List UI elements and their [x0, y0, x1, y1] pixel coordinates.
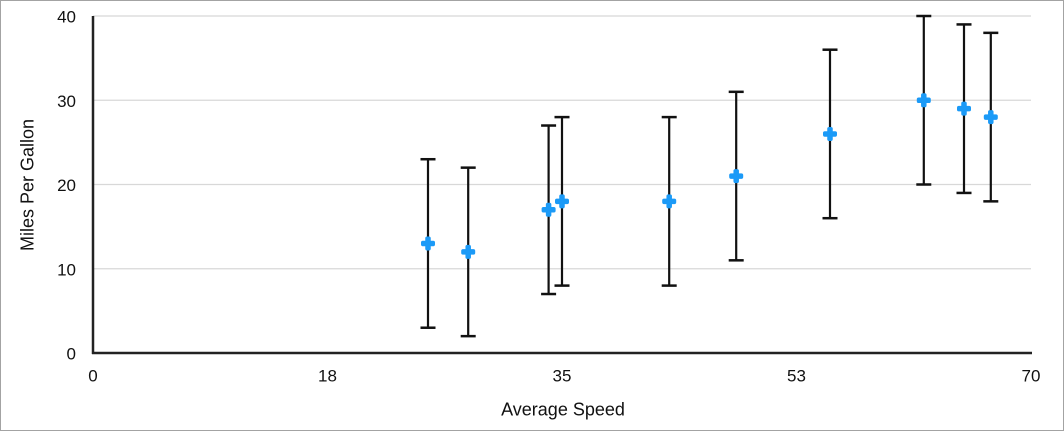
data-point-marker-3 — [559, 194, 565, 209]
y-tick-label-20: 20 — [57, 176, 76, 195]
x-axis-title: Average Speed — [501, 399, 625, 420]
y-axis-title: Miles Per Gallon — [17, 118, 38, 252]
x-tick-label-70: 70 — [1022, 367, 1041, 386]
data-point-marker-5 — [733, 169, 739, 184]
x-tick-label-35: 35 — [553, 367, 572, 386]
data-point-marker-9 — [988, 110, 994, 125]
x-tick-label-18: 18 — [318, 367, 337, 386]
y-tick-label-0: 0 — [67, 345, 76, 364]
data-point-marker-8 — [961, 101, 967, 116]
x-tick-label-0: 0 — [88, 367, 97, 386]
data-point-marker-2 — [545, 202, 552, 217]
y-tick-label-10: 10 — [57, 260, 76, 279]
x-tick-label-53: 53 — [787, 367, 806, 386]
data-point-marker-6 — [827, 126, 833, 141]
data-point-marker-0 — [425, 236, 431, 251]
data-point-marker-7 — [921, 93, 927, 108]
y-tick-label-40: 40 — [57, 8, 76, 27]
data-point-marker-1 — [465, 244, 471, 259]
data-point-marker-4 — [666, 194, 672, 209]
y-tick-label-30: 30 — [57, 92, 76, 111]
